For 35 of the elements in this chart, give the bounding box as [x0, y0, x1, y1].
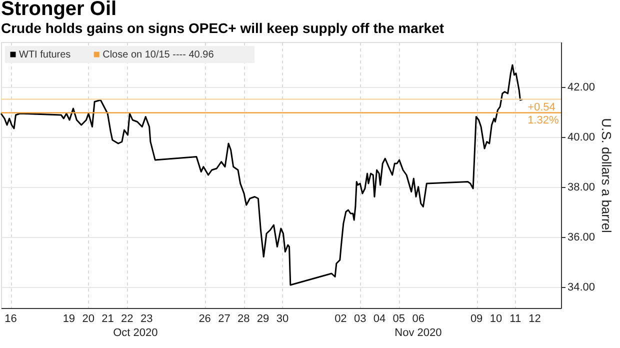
chart-subtitle: Crude holds gains on signs OPEC+ will keep supply off the market [1, 20, 444, 36]
x-tick-label: 21 [102, 313, 114, 325]
x-tick-label: 06 [412, 313, 424, 325]
text: Oct 2020 [113, 327, 158, 339]
x-tick-label: 09 [470, 313, 483, 325]
y-tick-label: 40.00 [568, 131, 596, 144]
y-tick-label: 36.00 [568, 231, 596, 244]
x-tick-label: 19 [62, 313, 76, 325]
x-tick-label: 04 [373, 313, 386, 325]
x-tick-label: 11 [510, 313, 522, 325]
legend-label: WTI futures [19, 50, 71, 60]
annotation: 1.32% [528, 114, 559, 126]
text: Nov 2020 [394, 327, 442, 339]
x-tick-label: 30 [276, 313, 289, 325]
y-tick-label: 38.00 [568, 181, 596, 194]
x-tick-label: 28 [238, 313, 250, 325]
legend-label: Close on 10/15 ---- 40.96 [102, 50, 214, 60]
line-series [0, 64, 524, 286]
x-tick-label: 22 [121, 313, 134, 325]
x-tick-label: 29 [256, 313, 270, 325]
chart-title: Stronger Oil [1, 0, 117, 20]
x-tick-label: 26 [198, 313, 211, 325]
x-tick-label: 03 [354, 313, 366, 325]
x-tick-label: 12 [528, 313, 541, 325]
annotation: +0.54 [528, 101, 556, 114]
x-tick-label: 02 [334, 313, 347, 325]
x-tick-label: 16 [4, 313, 17, 325]
x-tick-label: 10 [490, 313, 502, 325]
y-tick-label: 34.00 [568, 281, 596, 294]
x-tick-label: 20 [82, 313, 94, 325]
y-axis-title: U.S. dollars a barrel [599, 118, 614, 234]
x-tick-label: 27 [218, 313, 230, 325]
x-tick-label: 23 [140, 313, 153, 325]
x-tick-label: 05 [392, 313, 406, 325]
y-tick-label: 42.00 [568, 81, 596, 94]
